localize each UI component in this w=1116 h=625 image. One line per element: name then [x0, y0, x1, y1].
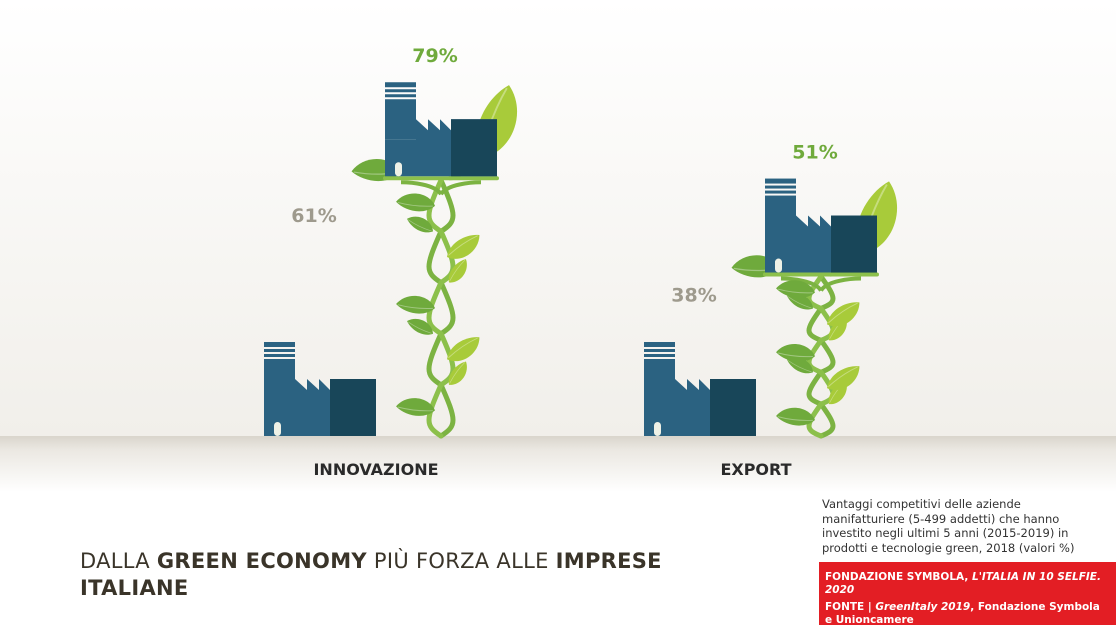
stem-leaf	[776, 407, 815, 426]
source-credit: FONDAZIONE SYMBOLA, L'ITALIA IN 10 SELFI…	[819, 562, 1116, 625]
value-label-grey-innovazione: 61%	[291, 205, 336, 227]
stem-leaf	[396, 295, 435, 314]
value-label-green-innovazione: 79%	[412, 45, 457, 67]
chart-description: Vantaggi competitivi delle aziende manif…	[822, 497, 1075, 555]
stem-leaf	[787, 293, 813, 310]
stem-leaf	[396, 398, 435, 416]
stem-leaf	[827, 366, 860, 390]
stem-leaf	[776, 280, 815, 299]
ground	[0, 436, 1116, 492]
stem-leaf	[827, 302, 860, 327]
stem-leaf	[448, 259, 467, 283]
stem-leaf	[776, 344, 815, 362]
value-label-grey-export: 38%	[671, 284, 716, 306]
stem-leaf	[447, 234, 480, 259]
stem-leaf	[787, 357, 813, 374]
bars-layer	[264, 82, 898, 439]
stem-leaf	[448, 361, 467, 385]
category-label-innovazione: INNOVAZIONE	[313, 460, 438, 479]
category-label-export: EXPORT	[720, 460, 791, 479]
stem-leaf	[407, 318, 433, 335]
value-label-green-export: 51%	[792, 142, 837, 164]
stem-leaf	[407, 216, 433, 233]
stem-leaf	[396, 193, 435, 212]
background	[0, 0, 1116, 436]
plant-bar-innovazione	[351, 82, 518, 439]
headline: DALLA GREEN ECONOMY PIÙ FORZA ALLE IMPRE…	[80, 549, 662, 600]
stem-leaf	[447, 337, 480, 362]
plant-bar-export	[731, 178, 898, 439]
labels-layer: 61% 38% 79% 51%	[291, 45, 837, 306]
